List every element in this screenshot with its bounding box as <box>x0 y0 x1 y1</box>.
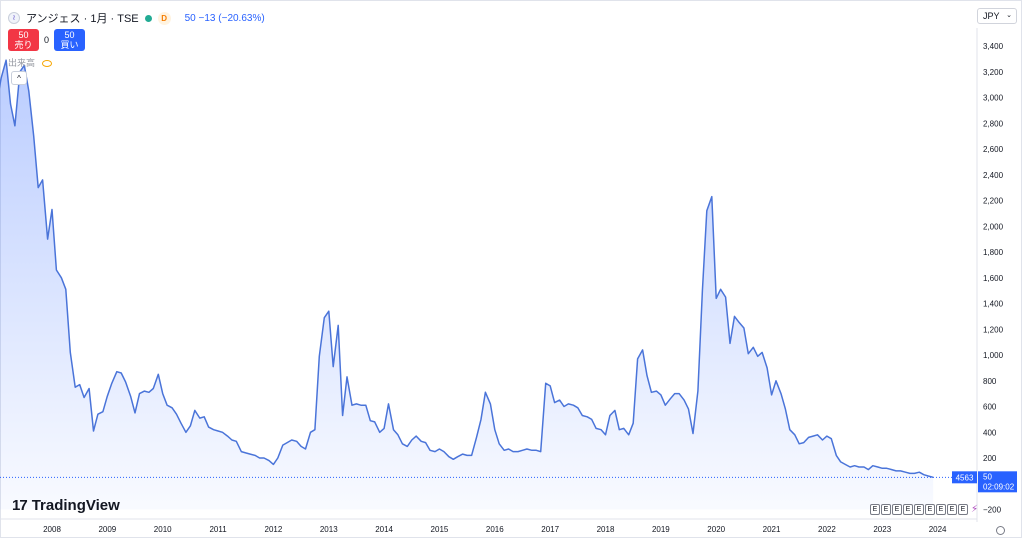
earnings-event-marker[interactable]: E <box>925 504 935 515</box>
x-tick-label: 2015 <box>431 525 449 534</box>
x-tick-label: 2011 <box>209 525 227 534</box>
sell-button[interactable]: 50 売り <box>8 29 39 51</box>
spread-value: 0 <box>44 35 50 45</box>
chevron-up-icon[interactable]: ^ <box>11 71 27 85</box>
earnings-event-marker[interactable]: E <box>892 504 902 515</box>
series-area-fill <box>0 60 934 510</box>
tradingview-logo[interactable]: 17 TradingView <box>12 497 120 514</box>
symbol-title[interactable]: アンジェス · 1月 · TSE <box>26 13 139 25</box>
buy-price: 50 <box>64 30 75 40</box>
currency-value: JPY <box>983 11 1000 21</box>
y-tick-label: 1,600 <box>983 274 1004 283</box>
y-tick-label: 600 <box>983 403 997 412</box>
x-tick-label: 2018 <box>597 525 615 534</box>
symbol-header: ≀ アンジェス · 1月 · TSE D 50 −13 (−20.63%) <box>8 10 265 26</box>
x-tick-label: 2023 <box>873 525 891 534</box>
series-line[interactable] <box>0 59 934 479</box>
volume-badge-value: 4563 <box>956 473 974 482</box>
y-tick-label: 3,200 <box>983 68 1004 77</box>
y-tick-label: 1,800 <box>983 248 1004 257</box>
y-tick-label: 200 <box>983 454 997 463</box>
logo-text: TradingView <box>31 497 120 514</box>
volume-badge: 4563 <box>952 471 977 484</box>
tv-logo-icon: 17 <box>12 497 28 514</box>
x-tick-label: 2022 <box>818 525 836 534</box>
buy-button[interactable]: 50 買い <box>54 29 86 51</box>
x-tick-label: 2013 <box>320 525 338 534</box>
wave-icon: ≀ <box>8 12 20 24</box>
y-tick-label: 1,400 <box>983 300 1004 309</box>
buy-label: 買い <box>60 40 79 50</box>
chevron-down-icon: ⌄ <box>1006 12 1012 19</box>
y-tick-label: 1,000 <box>983 351 1004 360</box>
earnings-event-marker[interactable]: E <box>870 504 880 515</box>
earnings-event-marker[interactable]: E <box>947 504 957 515</box>
earnings-event-marker[interactable]: E <box>936 504 946 515</box>
y-tick-label: 2,200 <box>983 197 1004 206</box>
earnings-event-marker[interactable]: E <box>903 504 913 515</box>
earnings-events: E E E E E E E E E ⚡ <box>870 504 978 515</box>
split-event-icon[interactable]: ⚡ <box>971 504 979 515</box>
y-tick-label: 3,400 <box>983 42 1004 51</box>
x-tick-label: 2020 <box>707 525 725 534</box>
x-tick-label: 2009 <box>98 525 116 534</box>
x-tick-label: 2024 <box>929 525 947 534</box>
y-tick-label: 400 <box>983 428 997 437</box>
price-change-info: 50 −13 (−20.63%) <box>184 12 265 24</box>
market-status-dot <box>144 14 152 22</box>
x-tick-label: 2021 <box>763 525 781 534</box>
data-status-badge[interactable]: D <box>157 11 171 25</box>
y-tick-label: −200 <box>983 506 1002 515</box>
eye-icon[interactable] <box>41 60 52 68</box>
x-tick-label: 2012 <box>265 525 283 534</box>
price-badge: 50 02:09:02 <box>978 471 1017 493</box>
price-badge-countdown: 02:09:02 <box>983 482 1015 491</box>
sell-label: 売り <box>14 40 33 50</box>
y-tick-label: 2,400 <box>983 171 1004 180</box>
x-tick-label: 2014 <box>375 525 393 534</box>
gear-icon[interactable] <box>996 526 1005 535</box>
x-tick-label: 2010 <box>154 525 172 534</box>
volume-label-text: 出来高 <box>8 58 36 68</box>
currency-select[interactable]: JPY ⌄ <box>977 8 1017 24</box>
earnings-event-marker[interactable]: E <box>958 504 968 515</box>
x-tick-label: 2019 <box>652 525 670 534</box>
earnings-event-marker[interactable]: E <box>881 504 891 515</box>
x-tick-label: 2017 <box>541 525 559 534</box>
y-tick-label: 3,000 <box>983 94 1004 103</box>
price-badge-value: 50 <box>983 472 992 481</box>
trade-buttons: 50 売り 0 50 買い <box>8 29 86 51</box>
y-tick-label: 2,800 <box>983 119 1004 128</box>
x-tick-label: 2008 <box>43 525 61 534</box>
y-tick-label: 800 <box>983 377 997 386</box>
volume-indicator-label[interactable]: 出来高 <box>8 56 52 69</box>
earnings-event-marker[interactable]: E <box>914 504 924 515</box>
y-tick-label: 1,200 <box>983 325 1004 334</box>
x-tick-label: 2016 <box>486 525 504 534</box>
sell-price: 50 <box>18 30 29 40</box>
y-tick-label: 2,000 <box>983 222 1004 231</box>
y-tick-label: 2,600 <box>983 145 1004 154</box>
